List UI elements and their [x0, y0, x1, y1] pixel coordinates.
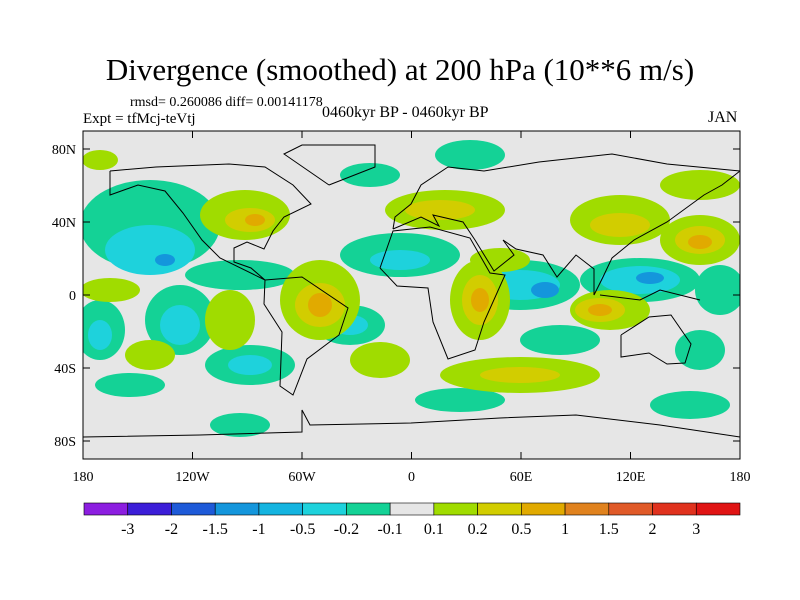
- divergence-field: [83, 140, 740, 438]
- lat-tick-label: 80S: [54, 435, 76, 450]
- colorbar-label: -1: [252, 521, 265, 538]
- map-axes: 80N 40N 0 40S 80S 180 120W 60W 0 60E 120E 180: [52, 131, 751, 485]
- lat-tick-label: 0: [69, 289, 76, 304]
- colorbar-swatch: [83, 502, 129, 516]
- coastlines: [83, 144, 740, 438]
- stats-text: rmsd= 0.260086 diff= 0.00141178: [130, 95, 323, 110]
- colorbar-swatch: [564, 502, 610, 516]
- colorbar-label: 0.2: [468, 521, 488, 538]
- colorbar-swatch: [346, 502, 391, 516]
- lon-tick-label: 180: [73, 470, 94, 485]
- colorbar-swatch: [214, 502, 260, 516]
- plot-title: Divergence (smoothed) at 200 hPa (10**6 …: [105, 52, 695, 87]
- colorbar-label: -0.5: [290, 521, 315, 538]
- colorbar-label: -0.2: [334, 521, 359, 538]
- month-label: JAN: [708, 109, 738, 126]
- colorbar-label: 3: [692, 521, 700, 538]
- lon-tick-label: 0: [408, 470, 415, 485]
- colorbar-label: 1.5: [599, 521, 619, 538]
- lat-tick-label: 40N: [52, 216, 76, 231]
- colorbar: -3 -2 -1.5 -1 -0.5 -0.2 -0.1 0.1 0.2 0.5 1 1.5 2 3: [83, 502, 741, 538]
- lon-tick-label: 120E: [616, 470, 646, 485]
- lon-tick-label: 60E: [510, 470, 533, 485]
- colorbar-swatch: [171, 502, 216, 516]
- colorbar-label: 2: [649, 521, 657, 538]
- lon-tick-label: 60W: [288, 470, 316, 485]
- colorbar-label: -0.1: [377, 521, 402, 538]
- colorbar-swatch: [521, 502, 566, 516]
- lat-tick-label: 40S: [54, 362, 76, 377]
- colorbar-swatch: [695, 502, 741, 516]
- colorbar-swatch: [477, 502, 522, 516]
- colorbar-label: -2: [165, 521, 178, 538]
- colorbar-swatch: [258, 502, 303, 516]
- lat-tick-label: 80N: [52, 143, 76, 158]
- colorbar-swatch: [433, 502, 478, 516]
- colorbar-label: 0.5: [511, 521, 531, 538]
- colorbar-label: -3: [121, 521, 134, 538]
- colorbar-label: 1: [561, 521, 569, 538]
- colorbar-swatch: [127, 502, 172, 516]
- colorbar-swatch: [389, 502, 435, 516]
- colorbar-swatch: [652, 502, 697, 516]
- colorbar-label: 0.1: [424, 521, 444, 538]
- colorbar-swatch: [302, 502, 347, 516]
- experiment-label: Expt = tfMcj-teVtj: [83, 111, 196, 127]
- colorbar-label: -1.5: [203, 521, 228, 538]
- period-label: 0460kyr BP - 0460kyr BP: [322, 104, 489, 121]
- colorbar-swatch: [608, 502, 653, 516]
- lon-tick-label: 180: [730, 470, 751, 485]
- lon-tick-label: 120W: [175, 470, 210, 485]
